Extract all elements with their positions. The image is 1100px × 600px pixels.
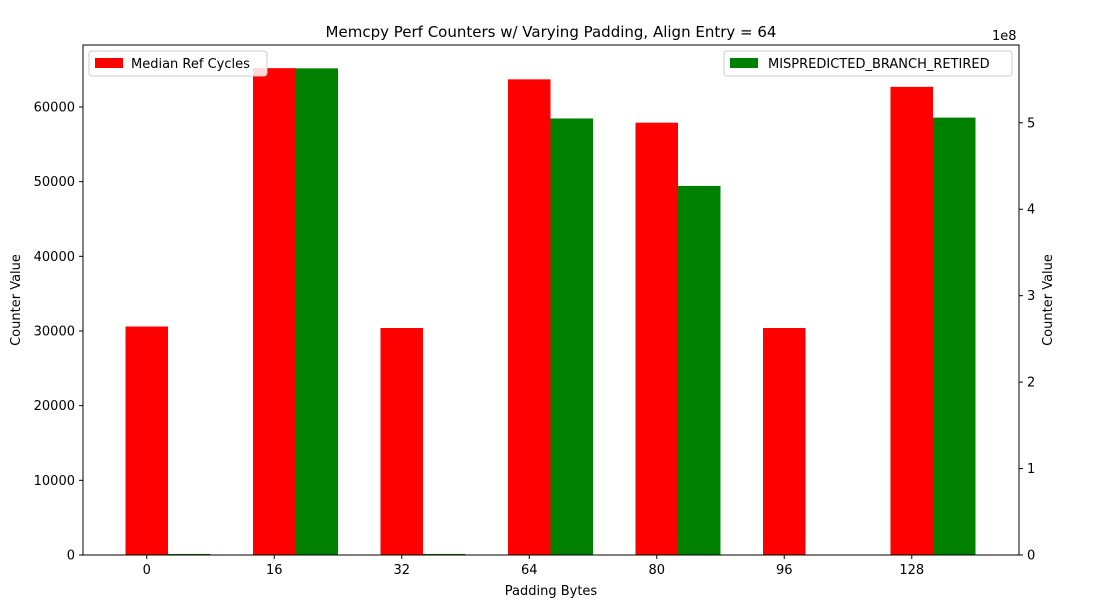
- x-tick-label: 0: [143, 563, 151, 578]
- legend-right-label: MISPREDICTED_BRANCH_RETIRED: [768, 57, 990, 72]
- left-y-tick-label: 10000: [34, 474, 75, 489]
- bar-median-ref-cycles-96: [763, 328, 806, 555]
- left-y-tick-label: 60000: [34, 100, 75, 115]
- bar-mispredicted-branch-retired-80: [678, 185, 721, 555]
- left-y-tick-label: 20000: [34, 399, 75, 414]
- bar-mispredicted-branch-retired-16: [295, 68, 338, 555]
- right-y-tick-label: 4: [1027, 203, 1035, 218]
- legend-left-label: Median Ref Cycles: [131, 57, 250, 72]
- left-y-tick-label: 40000: [34, 250, 75, 265]
- bar-median-ref-cycles-16: [253, 68, 296, 556]
- right-y-axis-label: Counter Value: [1041, 254, 1056, 346]
- x-tick-label: 64: [521, 563, 538, 578]
- bar-mispredicted-branch-retired-64: [550, 118, 593, 555]
- bar-median-ref-cycles-32: [380, 328, 423, 555]
- left-y-ticks-group: 0 10000 20000 30000 40000 50000 60000: [34, 100, 83, 564]
- bar-mispredicted-branch-retired-0: [168, 553, 211, 555]
- left-y-axis-label: Counter Value: [9, 254, 24, 346]
- left-y-tick-label: 0: [67, 549, 75, 564]
- x-axis-label: Padding Bytes: [505, 584, 598, 599]
- right-y-tick-label: 1: [1027, 462, 1035, 477]
- x-ticks-group: 0 16 32 64 80 96 128: [143, 555, 924, 578]
- x-tick-label: 16: [266, 563, 283, 578]
- legend-left: Median Ref Cycles: [88, 50, 268, 77]
- right-y-ticks-group: 0 1 2 3 4 5: [1019, 116, 1035, 564]
- legend-right: MISPREDICTED_BRANCH_RETIRED: [723, 50, 1013, 77]
- bar-mispredicted-branch-retired-32: [423, 553, 466, 555]
- legend-right-box: [723, 50, 1013, 77]
- x-tick-label: 96: [776, 563, 793, 578]
- left-y-tick-label: 30000: [34, 324, 75, 339]
- x-tick-label: 80: [648, 563, 665, 578]
- bar-median-ref-cycles-80: [635, 122, 678, 555]
- right-y-tick-label: 2: [1027, 376, 1035, 391]
- bars-group: [125, 68, 976, 556]
- legend-right-swatch: [730, 58, 758, 68]
- x-tick-label: 128: [899, 563, 924, 578]
- bar-mispredicted-branch-retired-128: [933, 117, 976, 556]
- chart-title: Memcpy Perf Counters w/ Varying Padding,…: [326, 23, 777, 41]
- plot-frame: [82, 44, 1020, 556]
- x-tick-label: 32: [393, 563, 410, 578]
- bar-median-ref-cycles-128: [890, 86, 933, 555]
- left-y-tick-label: 50000: [34, 175, 75, 190]
- right-axis-offset-text: 1e8: [992, 29, 1017, 44]
- legend-left-box: [88, 50, 268, 77]
- right-y-tick-label: 0: [1027, 549, 1035, 564]
- bar-median-ref-cycles-0: [125, 326, 168, 555]
- right-y-tick-label: 3: [1027, 289, 1035, 304]
- legend-left-swatch: [95, 58, 123, 68]
- bar-median-ref-cycles-64: [508, 79, 551, 555]
- right-y-tick-label: 5: [1027, 116, 1035, 131]
